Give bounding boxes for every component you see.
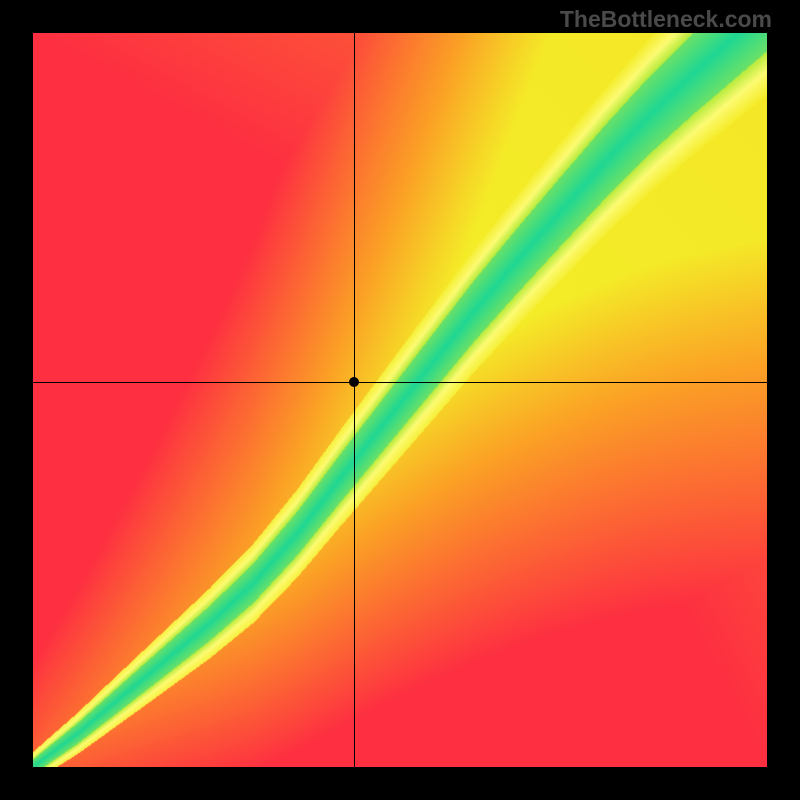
chart-container: TheBottleneck.com bbox=[0, 0, 800, 800]
crosshair-horizontal bbox=[33, 382, 767, 383]
plot-area bbox=[33, 33, 767, 767]
heatmap-canvas bbox=[33, 33, 767, 767]
crosshair-vertical bbox=[354, 33, 355, 767]
watermark-text: TheBottleneck.com bbox=[560, 6, 772, 33]
crosshair-marker bbox=[349, 377, 359, 387]
